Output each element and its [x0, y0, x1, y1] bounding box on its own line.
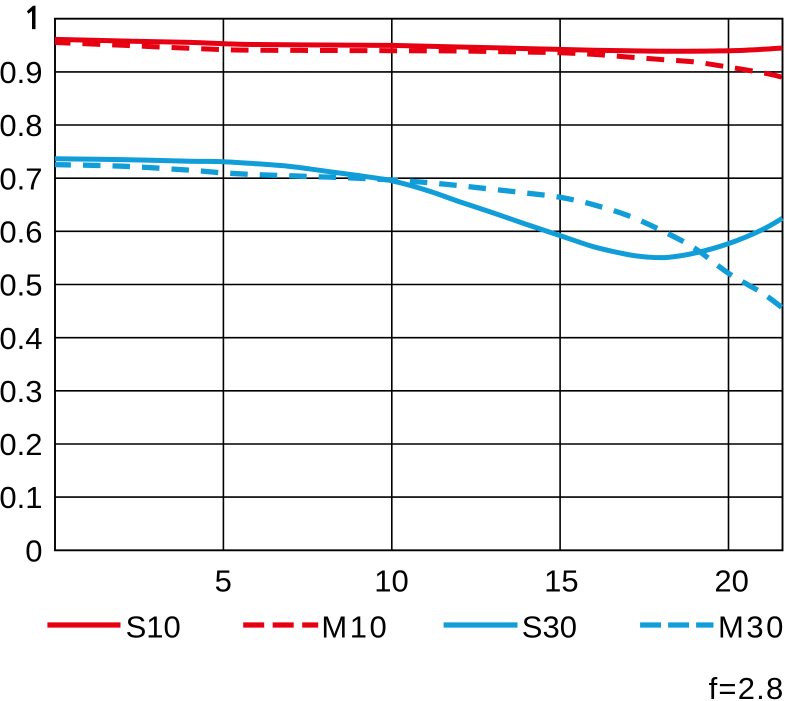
svg-text:M10: M10	[321, 610, 389, 645]
svg-text:0.4: 0.4	[0, 321, 43, 356]
svg-text:f=2.8: f=2.8	[709, 671, 785, 701]
svg-text:S10: S10	[126, 610, 181, 645]
svg-text:0: 0	[25, 533, 42, 568]
svg-text:0.7: 0.7	[0, 161, 43, 196]
svg-text:S30: S30	[522, 610, 577, 645]
svg-text:0.9: 0.9	[0, 55, 43, 90]
svg-text:15: 15	[544, 563, 578, 598]
svg-text:0.2: 0.2	[0, 427, 43, 462]
svg-text:20: 20	[714, 563, 748, 598]
svg-text:0.5: 0.5	[0, 268, 43, 303]
svg-text:0.3: 0.3	[0, 374, 43, 409]
svg-text:0.6: 0.6	[0, 214, 43, 249]
svg-text:5: 5	[215, 563, 232, 598]
svg-text:0.8: 0.8	[0, 108, 43, 143]
svg-text:10: 10	[374, 563, 408, 598]
svg-text:M30: M30	[718, 610, 785, 645]
svg-text:0.1: 0.1	[0, 480, 43, 515]
